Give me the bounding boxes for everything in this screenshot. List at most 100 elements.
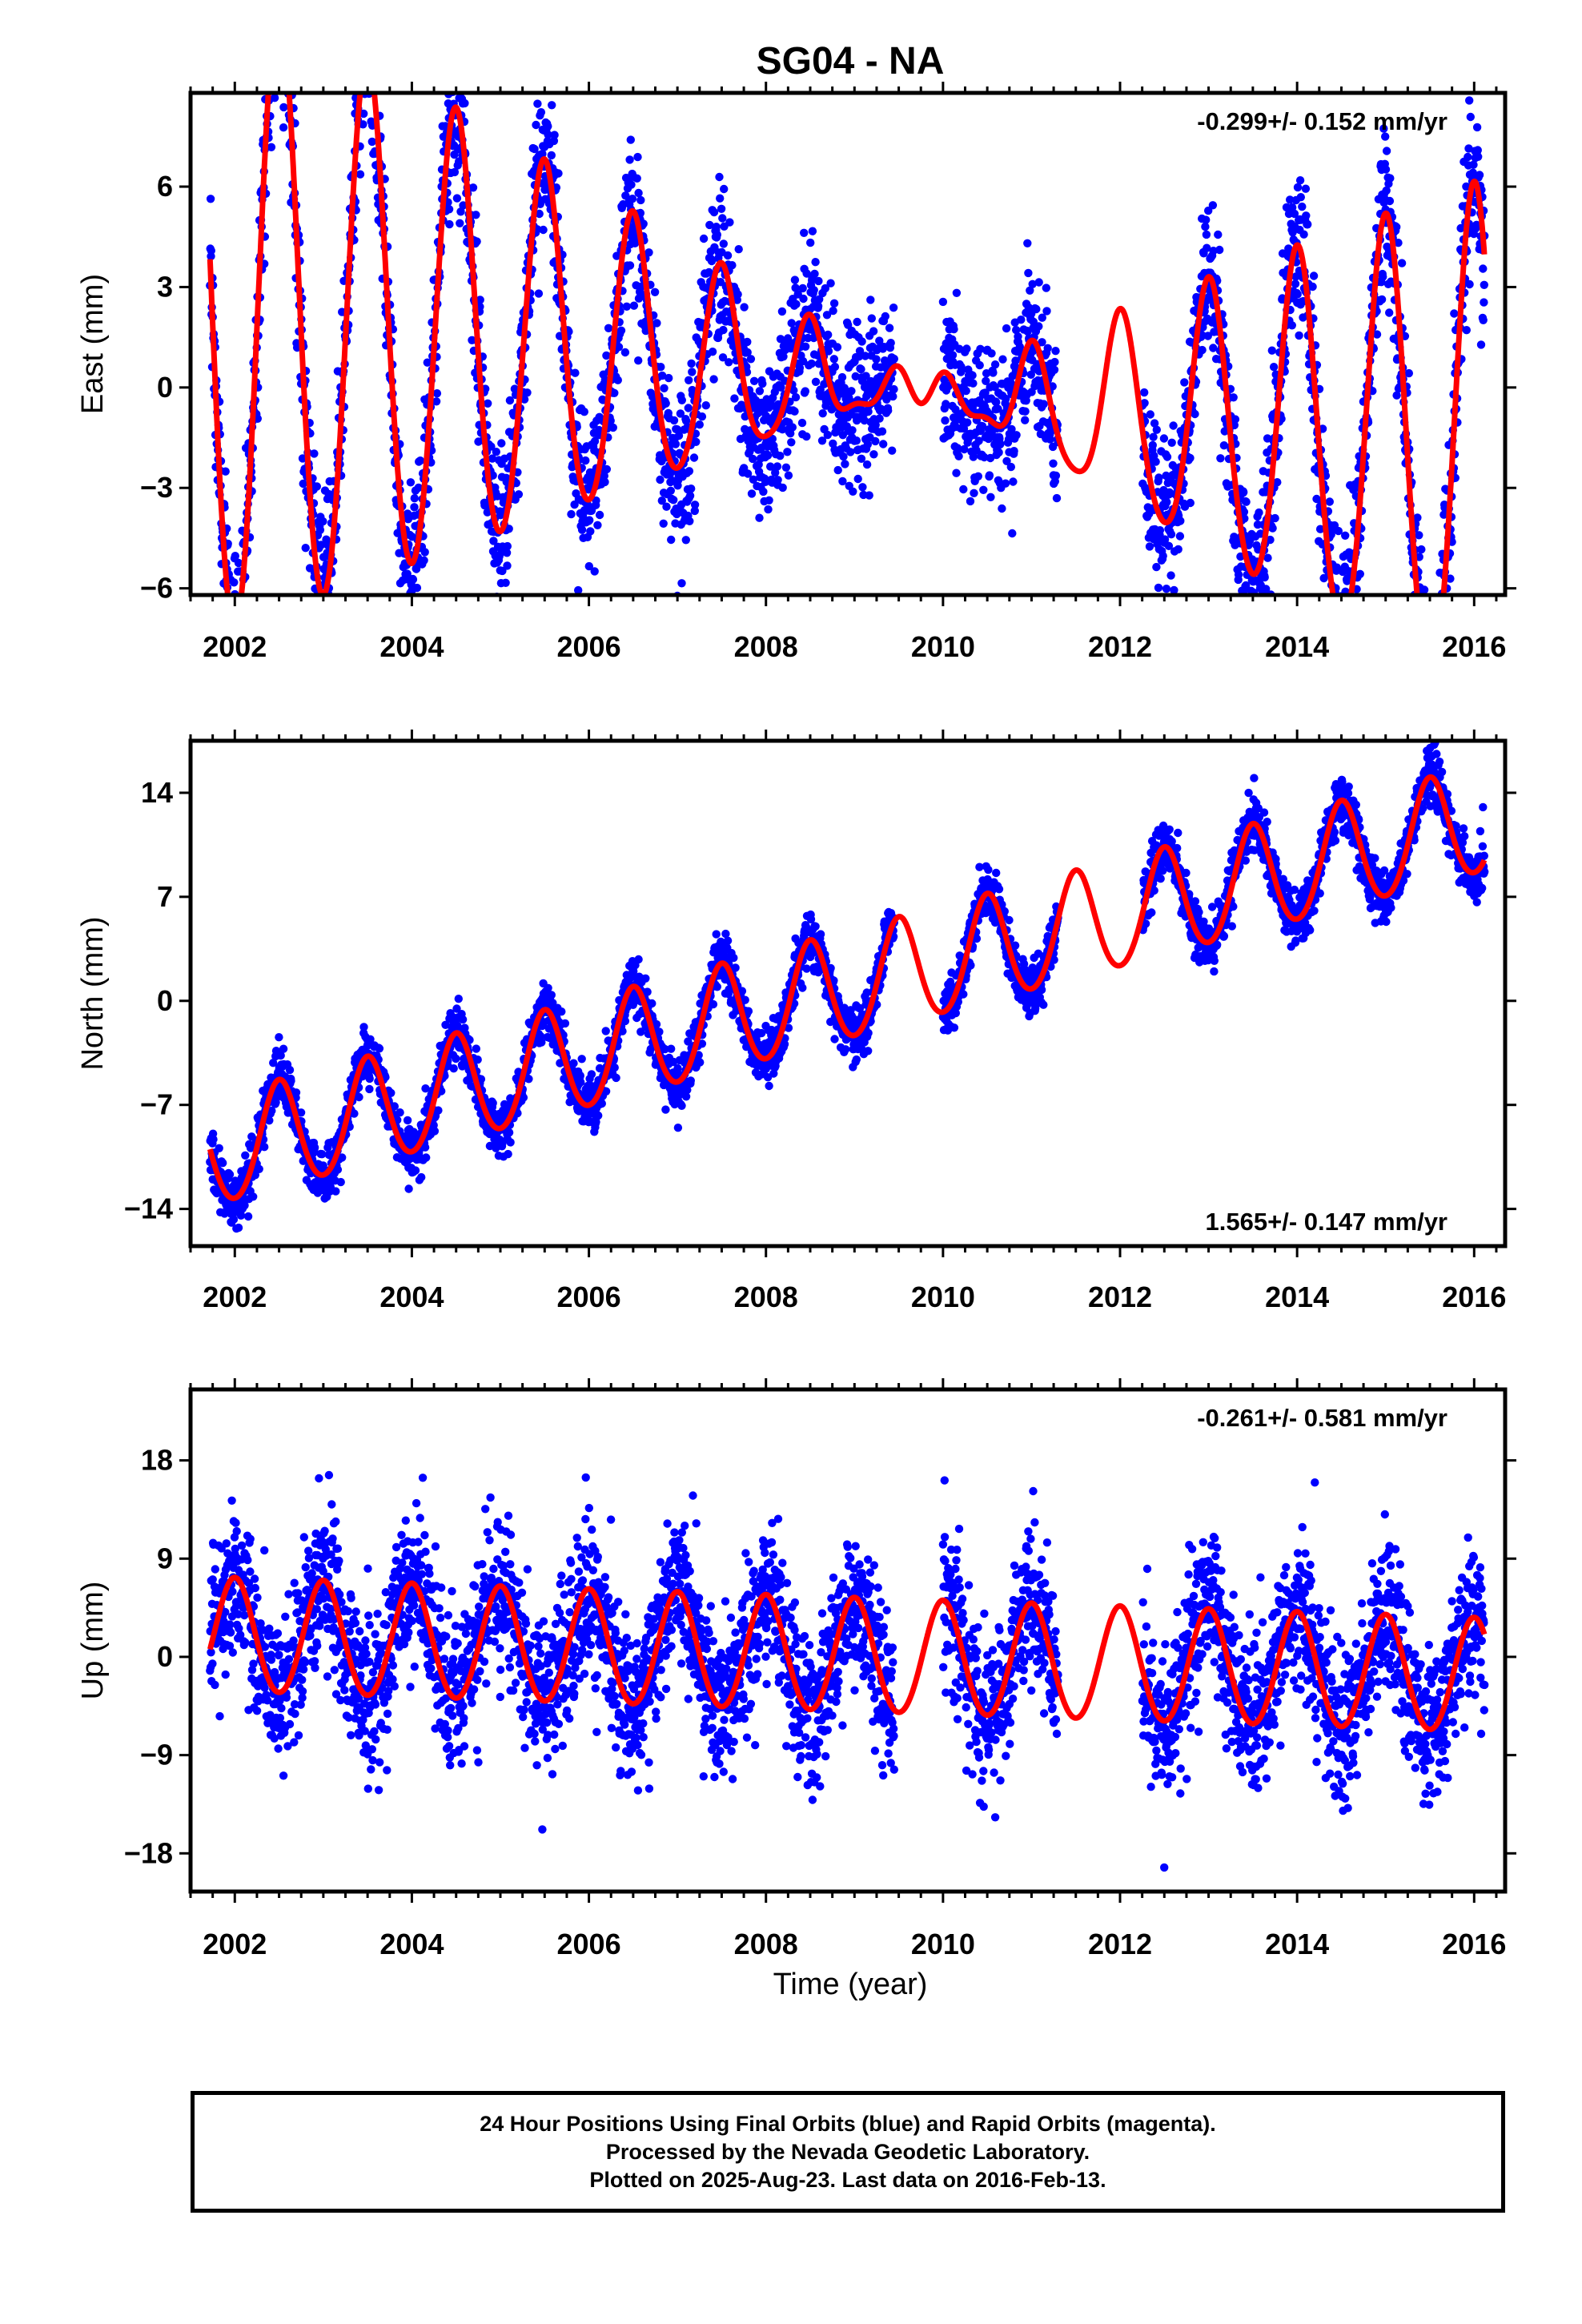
observation-point <box>460 66 468 74</box>
observation-point <box>963 418 972 427</box>
observation-point <box>689 453 699 462</box>
observation-point <box>787 319 796 328</box>
observation-point <box>979 485 988 494</box>
observation-point <box>725 358 733 367</box>
observation-point <box>1429 660 1437 668</box>
observation-point <box>454 995 463 1003</box>
observation-point <box>799 294 808 304</box>
observation-point <box>445 219 454 229</box>
observation-point <box>460 83 468 91</box>
observation-point <box>622 302 631 311</box>
observation-point <box>586 527 595 536</box>
observation-point <box>1335 629 1343 637</box>
observation-point <box>275 1033 283 1042</box>
observation-point <box>1335 692 1343 700</box>
observation-point <box>857 364 865 374</box>
observation-point <box>1465 279 1474 289</box>
observation-point <box>226 666 234 674</box>
observation-point <box>234 609 242 617</box>
observation-point <box>1039 400 1048 408</box>
y-tick-label: 6 <box>157 170 173 203</box>
x-tick-label: 2012 <box>1088 630 1152 663</box>
observation-point <box>280 0 288 4</box>
observation-point <box>1001 479 1010 488</box>
observation-point <box>371 73 379 81</box>
observation-point <box>299 479 307 489</box>
observation-point <box>363 22 371 30</box>
observation-point <box>368 83 376 91</box>
observation-point <box>1050 365 1059 374</box>
observation-point <box>331 628 339 636</box>
observation-point <box>847 387 856 396</box>
observation-point <box>1430 682 1438 690</box>
observation-point <box>229 610 237 618</box>
observation-point <box>226 612 234 620</box>
observation-point <box>652 319 661 328</box>
observation-point <box>321 628 329 636</box>
observation-point <box>998 504 1006 513</box>
observation-point <box>452 77 460 85</box>
observation-point <box>536 108 546 117</box>
observation-point <box>222 605 230 613</box>
observation-point <box>225 1170 235 1179</box>
observation-point <box>985 471 994 480</box>
observation-point <box>268 18 276 26</box>
observation-point <box>268 63 276 71</box>
observation-point <box>1421 598 1429 606</box>
observation-point <box>514 490 524 499</box>
observation-point <box>318 631 326 639</box>
observation-point <box>1442 613 1450 621</box>
observation-point <box>550 131 559 139</box>
observation-point <box>1419 643 1427 651</box>
observation-point <box>966 497 975 506</box>
observation-point <box>312 625 320 633</box>
observation-point <box>1426 700 1434 708</box>
observation-point <box>1346 625 1354 633</box>
observation-point <box>889 354 899 364</box>
observation-point <box>1343 671 1351 679</box>
observation-point <box>1308 282 1317 292</box>
observation-point <box>1291 279 1300 288</box>
y-tick-label: −3 <box>140 471 173 504</box>
observation-point <box>497 439 506 448</box>
observation-point <box>231 552 239 561</box>
observation-point <box>1348 603 1356 611</box>
observation-point <box>613 376 622 384</box>
observation-point <box>1429 659 1437 667</box>
observation-point <box>839 452 848 461</box>
observation-point <box>1422 635 1430 643</box>
observation-point <box>962 344 971 353</box>
observation-point <box>1411 601 1419 609</box>
observation-point <box>359 10 367 18</box>
observation-point <box>279 103 288 112</box>
observation-point <box>734 245 743 254</box>
y-tick-label: 3 <box>157 270 173 303</box>
observation-point <box>365 18 373 26</box>
observation-point <box>270 94 279 103</box>
observation-point <box>797 418 807 428</box>
observation-point <box>1347 609 1355 617</box>
observation-point <box>571 368 580 377</box>
observation-point <box>1155 526 1165 535</box>
observation-point <box>506 1138 515 1147</box>
observation-point <box>1439 612 1447 620</box>
observation-point <box>865 491 873 500</box>
observation-point <box>206 195 215 203</box>
observation-point <box>232 620 240 628</box>
observation-point <box>534 289 544 298</box>
observation-point <box>1293 290 1302 299</box>
observation-point <box>267 33 275 41</box>
observation-point <box>1431 713 1439 721</box>
observation-point <box>235 701 243 709</box>
observation-point <box>701 401 710 410</box>
observation-point <box>1347 619 1355 627</box>
observation-point <box>1415 608 1423 616</box>
observation-point <box>616 326 626 335</box>
observation-point <box>1385 196 1395 206</box>
observation-point <box>801 387 809 396</box>
observation-point <box>410 494 419 503</box>
observation-point <box>234 558 243 568</box>
observation-point <box>1412 604 1420 612</box>
observation-point <box>363 22 371 30</box>
observation-point <box>317 608 325 616</box>
